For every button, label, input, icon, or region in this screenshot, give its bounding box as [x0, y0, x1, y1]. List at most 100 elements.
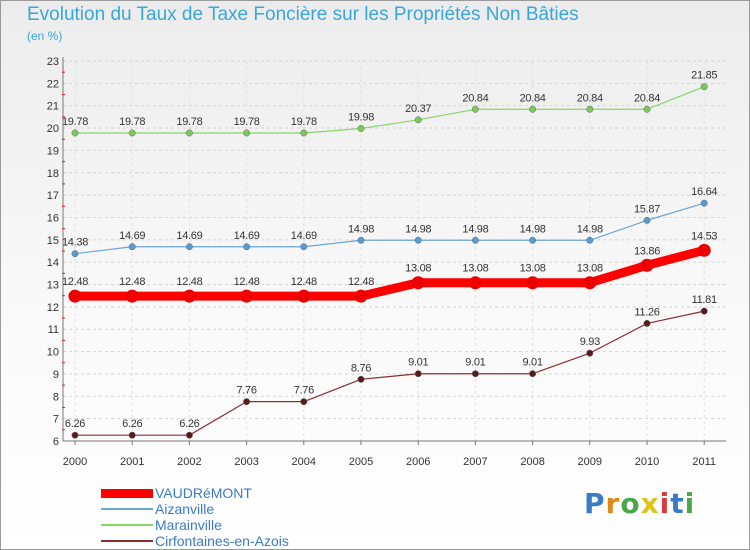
data-label: 14.98 — [520, 223, 546, 235]
data-label: 6.26 — [179, 418, 199, 430]
data-point — [243, 129, 251, 137]
logo-letter: P — [584, 487, 606, 520]
data-label: 16.64 — [691, 186, 717, 198]
y-tick-label: 15 — [47, 235, 59, 247]
logo-letter: t — [670, 487, 685, 520]
data-label: 6.26 — [65, 418, 85, 430]
data-point — [185, 129, 193, 137]
data-point — [182, 289, 196, 303]
proxiti-logo: Proxiti — [584, 487, 695, 520]
series-line — [74, 86, 705, 134]
logo-letter: r — [605, 487, 621, 520]
data-point — [71, 129, 79, 137]
y-tick-label: 20 — [47, 123, 59, 135]
data-point — [583, 276, 597, 290]
series-line — [74, 310, 705, 436]
data-point — [71, 250, 79, 258]
data-point — [128, 243, 136, 251]
data-point — [185, 431, 193, 439]
data-point — [700, 307, 708, 315]
data-label: 13.08 — [405, 263, 431, 275]
data-point — [529, 236, 537, 244]
y-tick-label: 19 — [47, 145, 59, 157]
data-point — [354, 289, 368, 303]
data-label: 14.69 — [234, 230, 260, 242]
data-label: 19.78 — [62, 116, 88, 128]
data-label: 12.48 — [234, 276, 260, 288]
data-label: 14.69 — [176, 230, 202, 242]
data-point — [240, 289, 254, 303]
data-label: 12.48 — [62, 276, 88, 288]
data-label: 13.08 — [520, 263, 546, 275]
x-tick-label: 2007 — [463, 456, 487, 468]
data-point — [700, 83, 708, 91]
y-tick-label: 13 — [47, 280, 59, 292]
logo-letter: i — [659, 487, 671, 520]
data-label: 9.01 — [522, 357, 542, 369]
y-tick-label: 23 — [47, 56, 59, 68]
data-label: 12.48 — [291, 276, 317, 288]
data-point — [185, 243, 193, 251]
x-tick-label: 2004 — [292, 456, 316, 468]
data-point — [414, 236, 422, 244]
x-tick-label: 2009 — [578, 456, 602, 468]
data-point — [471, 105, 479, 113]
y-tick-label: 14 — [47, 257, 59, 269]
data-label: 6.26 — [122, 418, 142, 430]
x-tick-label: 2010 — [635, 456, 659, 468]
data-label: 14.98 — [348, 223, 374, 235]
data-point — [357, 125, 365, 132]
legend-label: Aizanville — [155, 501, 215, 517]
data-point — [414, 370, 422, 378]
x-tick-label: 2005 — [349, 456, 373, 468]
x-tick-label: 2003 — [234, 456, 258, 468]
data-label: 9.01 — [408, 357, 428, 369]
data-label: 14.38 — [62, 237, 88, 249]
data-label: 7.76 — [236, 385, 256, 397]
x-tick-label: 2000 — [63, 456, 87, 468]
data-point — [243, 398, 251, 406]
legend-label: Marainville — [155, 517, 222, 533]
x-tick-label: 2011 — [692, 456, 716, 468]
logo-letter: x — [640, 487, 660, 520]
data-point — [471, 236, 479, 244]
data-label: 19.78 — [234, 116, 260, 128]
x-tick-label: 2008 — [520, 456, 544, 468]
data-point — [71, 431, 79, 439]
data-label: 14.53 — [691, 230, 717, 242]
data-point — [643, 216, 651, 224]
data-label: 19.78 — [291, 116, 317, 128]
data-label: 12.48 — [119, 276, 145, 288]
data-point — [300, 398, 308, 406]
data-label: 19.78 — [176, 116, 202, 128]
y-tick-label: 9 — [53, 369, 59, 381]
y-tick-label: 12 — [47, 302, 59, 314]
data-point — [697, 243, 711, 257]
data-label: 11.26 — [634, 306, 659, 318]
data-label: 14.98 — [462, 223, 488, 235]
data-point — [128, 129, 136, 137]
x-tick-label: 2002 — [177, 456, 201, 468]
logo-letter: i — [684, 487, 696, 520]
data-label: 13.08 — [577, 263, 603, 275]
chart-title: Evolution du Taux de Taxe Foncière sur l… — [27, 4, 579, 25]
data-point — [128, 431, 136, 439]
data-label: 8.76 — [351, 362, 371, 374]
data-point — [357, 375, 365, 383]
legend-swatch — [101, 488, 153, 498]
data-label: 20.84 — [520, 92, 546, 104]
y-tick-label: 7 — [53, 414, 59, 426]
data-label: 19.98 — [348, 112, 374, 124]
y-tick-label: 6 — [53, 436, 59, 448]
data-label: 14.69 — [291, 230, 317, 242]
series-line — [74, 202, 705, 255]
data-point — [300, 129, 308, 137]
logo-letter: o — [620, 487, 641, 520]
data-label: 12.48 — [348, 276, 374, 288]
data-label: 21.85 — [691, 70, 717, 82]
x-tick-label: 2006 — [406, 456, 430, 468]
data-label: 14.98 — [577, 223, 603, 235]
data-point — [700, 199, 708, 207]
legend-swatch — [101, 540, 153, 542]
